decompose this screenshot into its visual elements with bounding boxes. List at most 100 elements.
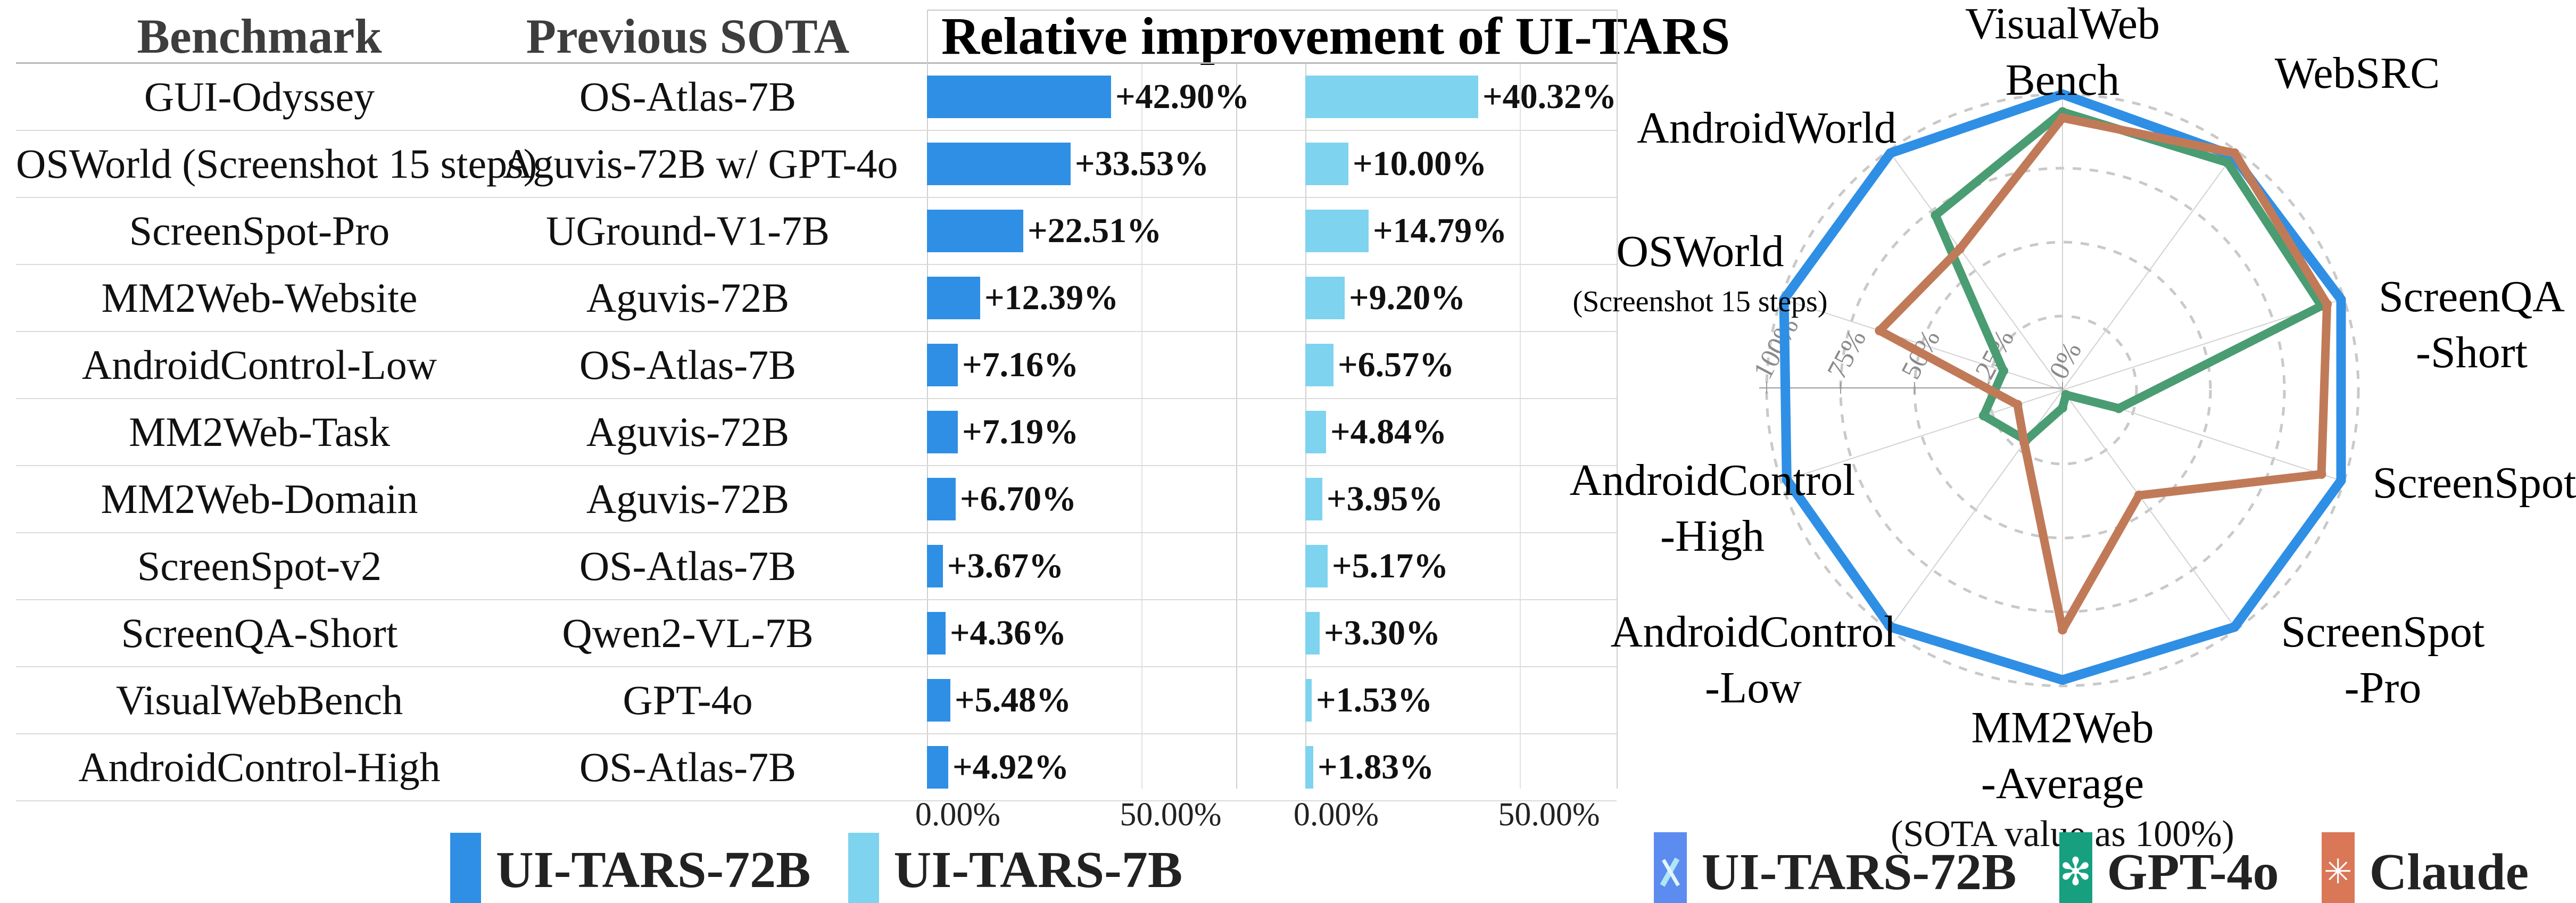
radar-spoke bbox=[2062, 390, 2345, 482]
radar-axis-label: ScreenSpot bbox=[2281, 607, 2485, 657]
header-divider bbox=[16, 62, 1617, 64]
radar-axis-label: ScreenSpot bbox=[2373, 458, 2576, 508]
previous-sota-name: Aguvis-72B bbox=[586, 275, 790, 321]
radar-spoke bbox=[1780, 390, 2063, 482]
bar-72b-cell: +4.92% bbox=[927, 734, 1236, 800]
radar-vertex-dot bbox=[2019, 438, 2030, 448]
radar-vertex-dot bbox=[2058, 403, 2067, 413]
bar-7b bbox=[1305, 411, 1326, 453]
table-row: VisualWebBench GPT-4o +5.48% +1.53% bbox=[16, 667, 1617, 734]
radar-axis-label: AndroidControl bbox=[1611, 607, 1896, 657]
radar-grid-ring bbox=[1765, 93, 2360, 687]
previous-sota-name: Qwen2-VL-7B bbox=[562, 610, 814, 656]
table-row: MM2Web-Website Aguvis-72B +12.39% +9.20% bbox=[16, 265, 1617, 332]
benchmark-name: MM2Web-Task bbox=[129, 409, 390, 455]
bar-72b-value-label: +5.48% bbox=[955, 681, 1072, 719]
bar-72b bbox=[927, 411, 958, 453]
bar-7b-value-label: +14.79% bbox=[1373, 211, 1508, 250]
bar-72b-cell: +22.51% bbox=[927, 198, 1236, 264]
chart-top-border bbox=[927, 10, 1618, 11]
bar-7b bbox=[1305, 746, 1313, 789]
bar-72b bbox=[927, 679, 950, 722]
benchmark-name: MM2Web-Website bbox=[101, 275, 418, 321]
radar-series-gpt-4o bbox=[1931, 107, 2326, 445]
bar-7b bbox=[1305, 545, 1328, 587]
gridline-50pct-7b bbox=[1520, 64, 1521, 789]
bar-72b-cell: +4.36% bbox=[927, 600, 1236, 666]
bar-7b-value-label: +6.57% bbox=[1338, 345, 1455, 384]
radar-vertex-dot bbox=[2336, 476, 2346, 486]
gridline-50pct-72b bbox=[1141, 64, 1142, 789]
x-tick-50-72b: 50.00% bbox=[1120, 797, 1222, 833]
radar-vertex-dot bbox=[1999, 366, 2008, 376]
bar-72b-cell: +12.39% bbox=[927, 265, 1236, 331]
radar-vertex-dot bbox=[1978, 411, 1989, 421]
openai-logo-icon: ✻ bbox=[2059, 832, 2092, 903]
bar-7b bbox=[1305, 478, 1322, 520]
radar-legend-item: UI-TARS-72B bbox=[1653, 832, 2017, 903]
bar-7b-cell: +14.79% bbox=[1305, 198, 1614, 264]
bar-legend-item: UI-TARS-7B bbox=[848, 832, 1182, 903]
radar-grid-ring bbox=[1839, 167, 2286, 614]
bar-7b-cell: +1.83% bbox=[1305, 734, 1614, 800]
bar-72b-cell: +6.70% bbox=[927, 466, 1236, 532]
x-tick-0-7b: 0.00% bbox=[1293, 797, 1379, 833]
radar-vertex-dot bbox=[2012, 400, 2023, 410]
previous-sota-name: OS-Atlas-7B bbox=[579, 543, 797, 589]
bar-7b-cell: +3.30% bbox=[1305, 600, 1614, 666]
x-tick-0-72b: 0.00% bbox=[915, 797, 1001, 833]
bar-7b-value-label: +3.30% bbox=[1324, 614, 1441, 652]
bar-72b bbox=[927, 143, 1071, 185]
table-row: GUI-Odyssey OS-Atlas-7B +42.90% +40.32% bbox=[16, 64, 1617, 131]
column-header-benchmark: Benchmark bbox=[137, 9, 382, 63]
bar-7b-value-label: +1.83% bbox=[1318, 748, 1435, 786]
bar-72b-value-label: +3.67% bbox=[947, 546, 1064, 585]
radar-tick-label: 0% bbox=[2043, 337, 2088, 384]
bar-7b bbox=[1305, 143, 1348, 185]
radar-vertex-dot bbox=[2061, 390, 2071, 400]
radar-vertex-dot bbox=[2058, 625, 2067, 635]
radar-legend-item: ✳ Claude bbox=[2321, 832, 2529, 903]
bar-7b-value-label: +3.95% bbox=[1327, 479, 1444, 518]
radar-vertex-dot bbox=[2316, 469, 2326, 479]
radar-vertex-dot bbox=[2228, 151, 2238, 161]
bar-72b-value-label: +7.16% bbox=[962, 345, 1079, 384]
bar-7b-cell: +40.32% bbox=[1305, 64, 1617, 130]
radar-vertex-dot bbox=[2336, 294, 2346, 304]
bar-72b-value-label: +22.51% bbox=[1028, 211, 1162, 250]
radar-tick-label: 25% bbox=[1969, 325, 2020, 384]
radar-vertex-dot bbox=[2058, 675, 2067, 685]
bar-7b bbox=[1305, 210, 1369, 252]
radar-series-claude bbox=[1875, 113, 2332, 634]
previous-sota-name: OS-Atlas-7B bbox=[579, 744, 797, 790]
radar-legend: UI-TARS-72B ✻ GPT-4o ✳ Claude bbox=[1650, 832, 2533, 903]
table-row: ScreenSpot-Pro UGround-V1-7B +22.51% +14.79… bbox=[16, 198, 1617, 265]
benchmark-name: GUI-Odyssey bbox=[144, 73, 375, 120]
uitars-logo-icon bbox=[1653, 832, 1687, 903]
benchmark-name: ScreenSpot-v2 bbox=[137, 543, 382, 589]
radar-vertex-dot bbox=[1779, 294, 1789, 304]
table-row: ScreenSpot-v2 OS-Atlas-7B +3.67% +5.17% bbox=[16, 533, 1617, 600]
bar-legend-item: UI-TARS-72B bbox=[450, 832, 811, 903]
radar-axis-label: WebSRC bbox=[2275, 48, 2440, 98]
radar-tick-label: 75% bbox=[1821, 325, 1872, 384]
radar-vertex-dot bbox=[1885, 148, 1895, 158]
bar-72b-cell: +3.67% bbox=[927, 533, 1236, 599]
radar-spoke bbox=[2062, 298, 2345, 391]
benchmark-table: GUI-Odyssey OS-Atlas-7B +42.90% +40.32% OSWo… bbox=[16, 64, 1617, 801]
radar-vertex-dot bbox=[1782, 475, 1792, 485]
bar-72b bbox=[927, 277, 980, 319]
legend-swatch-icon bbox=[848, 832, 879, 903]
previous-sota-name: OS-Atlas-7B bbox=[579, 342, 797, 388]
benchmark-name: AndroidControl-High bbox=[78, 744, 441, 790]
radar-axis-label: -Short bbox=[2416, 328, 2528, 377]
radar-vertex-dot bbox=[2021, 435, 2031, 445]
legend-label: UI-TARS-72B bbox=[1701, 843, 2017, 901]
gridline-0pct-72b bbox=[927, 10, 928, 789]
benchmark-name: MM2Web-Domain bbox=[101, 476, 418, 522]
bar-72b-value-label: +42.90% bbox=[1115, 77, 1250, 116]
radar-vertex-dot bbox=[2058, 107, 2067, 117]
radar-vertex-dot bbox=[2223, 158, 2233, 168]
previous-sota-name: Aguvis-72B w/ GPT-4o bbox=[503, 140, 898, 187]
bar-7b-value-label: +40.32% bbox=[1482, 77, 1617, 116]
